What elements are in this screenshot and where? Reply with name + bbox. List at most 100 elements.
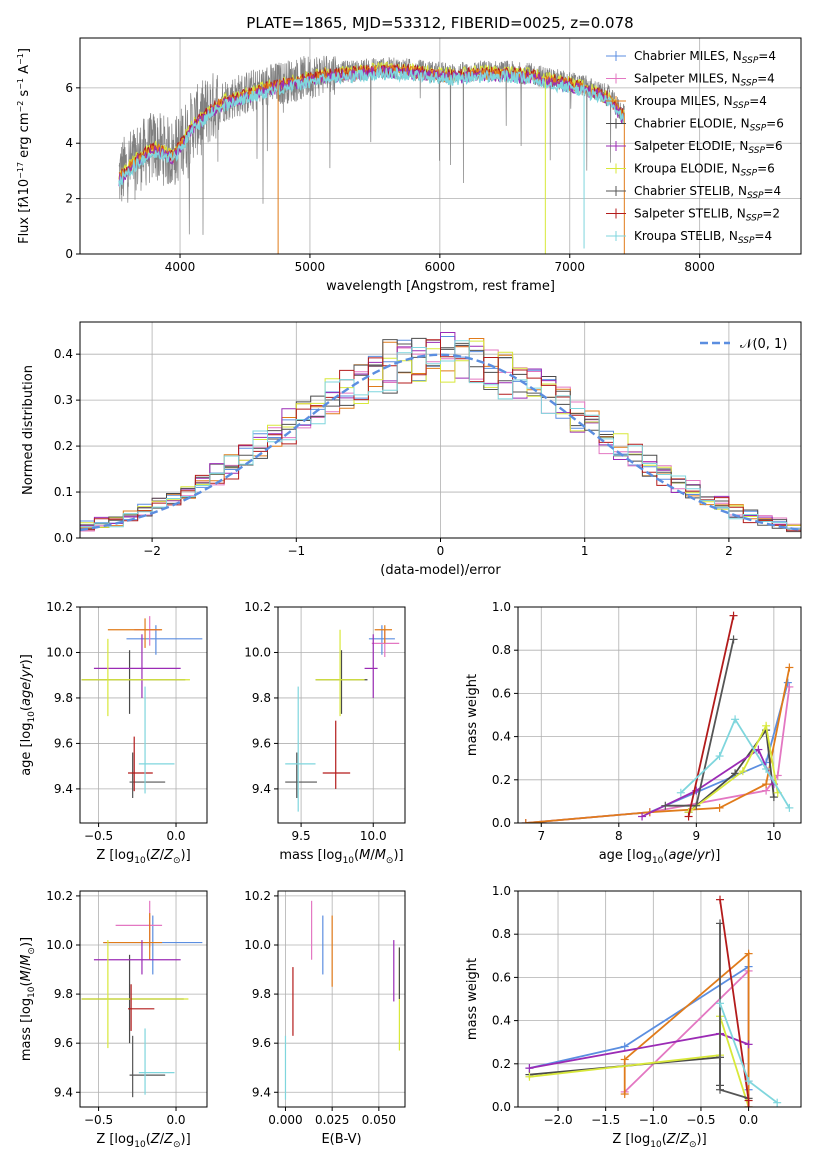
tick-label-y: 9.4 xyxy=(54,1085,73,1099)
legend-entry: Salpeter MILES, NSSP=4 xyxy=(634,72,775,89)
legend-entry: Kroupa MILES, NSSP=4 xyxy=(634,94,767,111)
tick-label-y: 9.4 xyxy=(54,782,73,796)
spectrum-frame xyxy=(79,37,802,255)
tick-label-x: 10 xyxy=(766,829,781,843)
legend-entry: Chabrier MILES, NSSP=4 xyxy=(634,49,776,66)
tick-label-x: −0.5 xyxy=(686,1113,715,1127)
figure-title: PLATE=1865, MJD=53312, FIBERID=0025, z=0… xyxy=(246,14,633,32)
tick-label-y: 0.8 xyxy=(492,643,511,657)
mass_vs_Z-axes: −0.5 0.0 9.4 9.6 9.8 10.0 10.2 Z [log10(Z/Z⊙)] m… xyxy=(19,889,207,1150)
tick-label-y: 9.4 xyxy=(252,782,271,796)
tick-label-y: 4 xyxy=(65,136,73,150)
tick-label-y: 0.8 xyxy=(492,927,511,941)
tick-label-x: 7 xyxy=(537,829,545,843)
tick-label-y: 0.0 xyxy=(54,531,73,545)
tick-label-y: 0.6 xyxy=(492,970,511,984)
tick-label-y: 10.2 xyxy=(46,600,73,614)
age_vs_Z-points xyxy=(81,616,203,798)
tick-label-y: 10.0 xyxy=(244,938,271,952)
spectrum-lines xyxy=(118,55,625,254)
weight_vs_Z-ylabel: mass weight xyxy=(465,958,480,1040)
tick-label-x: 0.0 xyxy=(166,1113,185,1127)
weight_vs_age-xlabel: age [log10(age/yr)] xyxy=(599,848,721,866)
tick-label-y: 0.4 xyxy=(492,1014,511,1028)
tick-label-y: 0.6 xyxy=(492,686,511,700)
legend-entry: Chabrier STELIB, NSSP=4 xyxy=(634,184,781,201)
tick-label-y: 9.6 xyxy=(252,736,271,750)
legend-entry: Chabrier ELODIE, NSSP=6 xyxy=(634,117,784,134)
tick-label-x: 0 xyxy=(437,544,445,558)
tick-label-x: −0.5 xyxy=(84,1113,113,1127)
tick-label-x: 0.0 xyxy=(166,829,185,843)
tick-label-y: 10.2 xyxy=(244,600,271,614)
tick-label-y: 0.1 xyxy=(54,485,73,499)
weight-line-salpeter_stelib xyxy=(687,615,735,817)
normal-curve xyxy=(80,353,801,532)
tick-label-x: −2.0 xyxy=(543,1113,572,1127)
weight-line-salpeter_stelib xyxy=(719,899,750,1107)
tick-label-x: 9 xyxy=(693,829,701,843)
residuals-xlabel: (data-model)/error xyxy=(380,563,501,578)
age_vs_mass-axes: 9.5 10.0 9.4 9.6 9.8 10.0 10.2 mass [log10(M/M⊙… xyxy=(244,600,405,866)
tick-label-y: 10.0 xyxy=(46,645,73,659)
weight-line-chabrier_elodie xyxy=(688,727,775,813)
mass_vs_ebv-axes: 0.000 0.025 0.050 9.4 9.6 9.8 10.0 10.2 E(B-V) xyxy=(244,889,405,1147)
tick-label-y: 0.4 xyxy=(54,347,73,361)
tick-label-x: −1.5 xyxy=(591,1113,620,1127)
age_vs_mass-points xyxy=(285,625,400,812)
mass_vs_Z-ylabel: mass [log10(M/M⊙)] xyxy=(19,937,37,1061)
tick-label-x: −0.5 xyxy=(84,829,113,843)
legend-entry-normal: 𝒩(0, 1) xyxy=(740,337,787,352)
mass_vs_Z-points xyxy=(81,900,203,1098)
tick-label-x: 0.0 xyxy=(739,1113,758,1127)
histogram-salpeter_stelib xyxy=(80,339,801,532)
weight_vs_Z-axes: −2.0 −1.5 −1.0 −0.5 0.0 0.0 0.2 0.4 0.6 0.8 1.0 Z [… xyxy=(465,884,801,1150)
residuals-frame xyxy=(79,321,802,539)
tick-label-y: 10.2 xyxy=(46,889,73,903)
tick-label-x: −2 xyxy=(143,544,161,558)
plots-group: 4000 5000 6000 7000 8000 0 2 4 6 wavelength [Angs… xyxy=(16,37,802,1150)
weight_vs_age-ylabel: mass weight xyxy=(465,674,480,756)
weight_vs_age-axes: 7 8 9 10 0.0 0.2 0.4 0.6 0.8 1.0 age [log10(age/yr… xyxy=(465,600,801,866)
tick-label-y: 6 xyxy=(65,81,73,95)
histogram-salpeter_elodie xyxy=(80,332,801,529)
model-spectrum-kroupa_stelib xyxy=(118,65,625,187)
mass_vs_ebv-points xyxy=(284,900,400,1100)
weight-line-kroupa_miles xyxy=(525,667,791,823)
weight-line-kroupa_miles xyxy=(623,951,750,1107)
tick-label-x: 0.025 xyxy=(315,1113,349,1127)
tick-label-y: 9.4 xyxy=(252,1085,271,1099)
tick-label-x: 2 xyxy=(725,544,733,558)
histograms xyxy=(80,332,801,533)
legend-entry: Kroupa ELODIE, NSSP=6 xyxy=(634,162,775,179)
legend-entry: Salpeter ELODIE, NSSP=6 xyxy=(634,139,783,156)
tick-label-y: 2 xyxy=(65,192,73,206)
age_vs_Z-ylabel: age [log10(age/yr)] xyxy=(19,654,37,776)
legend-entry: Salpeter STELIB, NSSP=2 xyxy=(634,207,780,224)
tick-label-y: 10.0 xyxy=(244,645,271,659)
tick-label-x: 7000 xyxy=(554,260,585,274)
weight_vs_age-frame xyxy=(517,606,802,824)
spectrum-legend: Chabrier MILES, NSSP=4 Salpeter MILES, NS… xyxy=(606,49,784,246)
weight_vs_age-series xyxy=(521,611,794,823)
tick-label-y: 0.0 xyxy=(492,1100,511,1114)
age_vs_Z-xlabel: Z [log10(Z/Z⊙)] xyxy=(96,848,190,866)
tick-label-y: 1.0 xyxy=(492,600,511,614)
legend-entry: Kroupa STELIB, NSSP=4 xyxy=(634,229,772,246)
tick-label-x: 0.050 xyxy=(362,1113,396,1127)
age_vs_Z-axes: −0.5 0.0 9.4 9.6 9.8 10.0 10.2 Z [log10(Z/Z⊙)] a… xyxy=(19,600,207,866)
weight-line-chabrier_miles xyxy=(525,682,789,823)
tick-label-x: 6000 xyxy=(425,260,456,274)
tick-label-y: 0.4 xyxy=(492,730,511,744)
mass_vs_Z-frame xyxy=(79,890,208,1108)
tick-label-x: −1 xyxy=(287,544,305,558)
tick-label-x: 10.0 xyxy=(360,829,387,843)
histogram-kroupa_stelib xyxy=(80,340,801,529)
tick-label-y: 10.2 xyxy=(244,889,271,903)
weight-line-salpeter_elodie xyxy=(641,748,775,818)
tick-label-x: 4000 xyxy=(165,260,196,274)
mass_vs_ebv-frame xyxy=(277,890,406,1108)
tick-label-y: 9.6 xyxy=(54,736,73,750)
tick-label-x: 5000 xyxy=(295,260,326,274)
